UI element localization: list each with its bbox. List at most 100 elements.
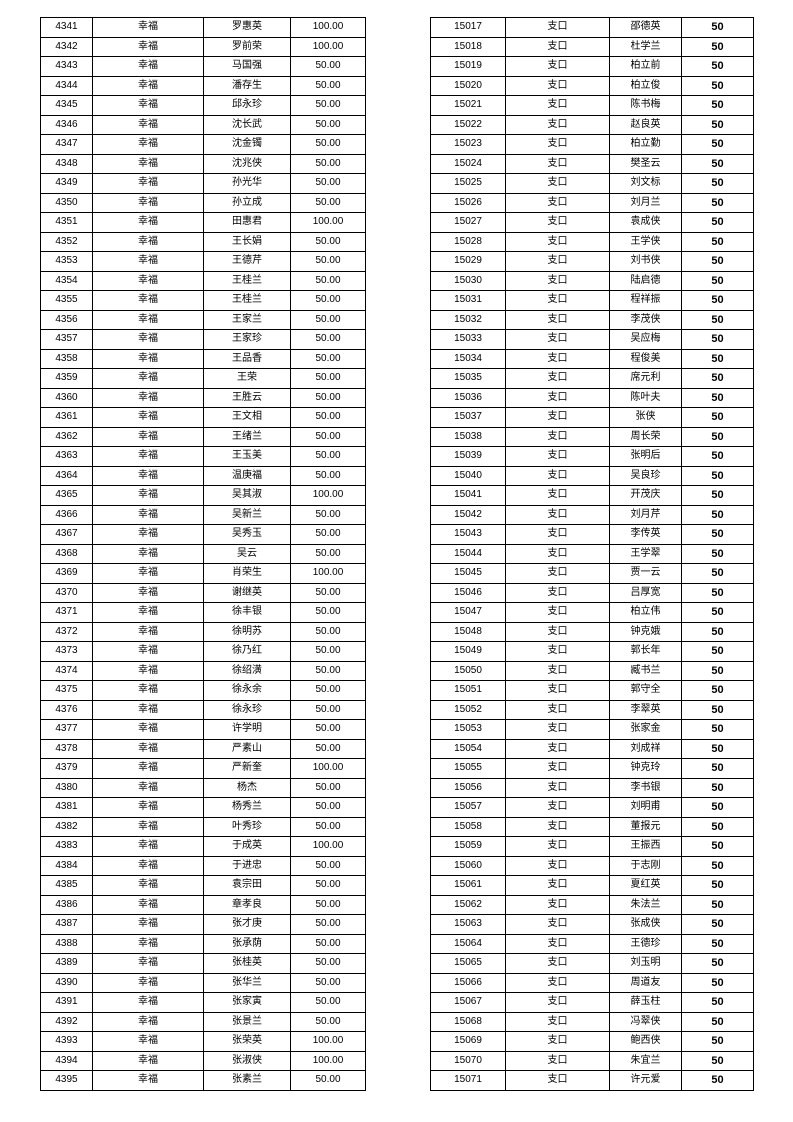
amount-cell: 50.00: [290, 465, 366, 486]
id-cell: 4378: [40, 738, 93, 759]
village-cell: 幸福: [92, 797, 204, 818]
id-cell: 4384: [40, 855, 93, 876]
name-cell: 刘文标: [609, 173, 682, 194]
amount-cell: 50: [681, 485, 754, 506]
village-cell: 幸福: [92, 543, 204, 564]
table-row: 4387 幸福 张才庚 50.00: [40, 914, 366, 935]
name-cell: 许元爱: [609, 1070, 682, 1091]
table-row: 15017 支口 邵德英 50: [430, 17, 754, 38]
amount-cell: 50.00: [290, 543, 366, 564]
id-cell: 15047: [430, 602, 506, 623]
name-cell: 邵德英: [609, 17, 682, 38]
name-cell: 杨秀兰: [203, 797, 291, 818]
table-row: 15056 支口 李书银 50: [430, 777, 754, 798]
name-cell: 吴应梅: [609, 329, 682, 350]
amount-cell: 50: [681, 56, 754, 77]
village-cell: 支口: [505, 251, 610, 272]
name-cell: 李茂侠: [609, 309, 682, 330]
village-cell: 支口: [505, 836, 610, 857]
table-row: 15071 支口 许元爱 50: [430, 1070, 754, 1091]
village-cell: 支口: [505, 485, 610, 506]
table-row: 15057 支口 刘明甫 50: [430, 797, 754, 818]
name-cell: 周长荣: [609, 426, 682, 447]
village-cell: 支口: [505, 914, 610, 935]
village-cell: 幸福: [92, 329, 204, 350]
table-row: 15045 支口 贾一云 50: [430, 563, 754, 584]
id-cell: 4381: [40, 797, 93, 818]
name-cell: 王品香: [203, 348, 291, 369]
name-cell: 刘明甫: [609, 797, 682, 818]
amount-cell: 50: [681, 426, 754, 447]
village-cell: 幸福: [92, 309, 204, 330]
amount-cell: 50: [681, 231, 754, 252]
id-cell: 4377: [40, 719, 93, 740]
table-row: 4388 幸福 张承荫 50.00: [40, 933, 366, 954]
amount-cell: 50: [681, 1070, 754, 1091]
name-cell: 王长娟: [203, 231, 291, 252]
village-cell: 幸福: [92, 621, 204, 642]
village-cell: 幸福: [92, 1070, 204, 1091]
table-row: 15059 支口 王振西 50: [430, 836, 754, 857]
name-cell: 王胜云: [203, 387, 291, 408]
name-cell: 薛玉柱: [609, 992, 682, 1013]
table-row: 15043 支口 李传英 50: [430, 524, 754, 545]
table-row: 15060 支口 于志刚 50: [430, 855, 754, 876]
table-row: 15053 支口 张家金 50: [430, 719, 754, 740]
left-subsidy-table: 4341 幸福 罗惠英 100.00 4342 幸福 罗前荣 100.00 4343 幸福 马国强 5…: [40, 17, 366, 1091]
id-cell: 15043: [430, 524, 506, 545]
amount-cell: 50.00: [290, 329, 366, 350]
village-cell: 支口: [505, 1070, 610, 1091]
name-cell: 张桂英: [203, 953, 291, 974]
amount-cell: 50: [681, 270, 754, 291]
amount-cell: 50: [681, 192, 754, 213]
amount-cell: 50.00: [290, 270, 366, 291]
id-cell: 4341: [40, 17, 93, 38]
table-row: 4393 幸福 张荣英 100.00: [40, 1031, 366, 1052]
table-row: 4377 幸福 许学明 50.00: [40, 719, 366, 740]
amount-cell: 100.00: [290, 1050, 366, 1071]
id-cell: 15070: [430, 1050, 506, 1071]
table-row: 15051 支口 郭守全 50: [430, 680, 754, 701]
village-cell: 支口: [505, 192, 610, 213]
table-row: 15031 支口 程祥振 50: [430, 290, 754, 311]
name-cell: 吴云: [203, 543, 291, 564]
table-row: 4367 幸福 吴秀玉 50.00: [40, 524, 366, 545]
id-cell: 4347: [40, 134, 93, 155]
name-cell: 刘月兰: [609, 192, 682, 213]
id-cell: 4346: [40, 114, 93, 135]
id-cell: 15048: [430, 621, 506, 642]
id-cell: 4349: [40, 173, 93, 194]
id-cell: 15055: [430, 758, 506, 779]
amount-cell: 50.00: [290, 173, 366, 194]
id-cell: 4352: [40, 231, 93, 252]
table-row: 4363 幸福 王玉美 50.00: [40, 446, 366, 467]
name-cell: 王振西: [609, 836, 682, 857]
table-row: 15040 支口 吴良珍 50: [430, 465, 754, 486]
table-row: 15069 支口 鲍西侠 50: [430, 1031, 754, 1052]
name-cell: 吕厚宽: [609, 582, 682, 603]
amount-cell: 50: [681, 387, 754, 408]
id-cell: 15065: [430, 953, 506, 974]
table-row: 4374 幸福 徐绍潢 50.00: [40, 660, 366, 681]
id-cell: 4344: [40, 75, 93, 96]
table-row: 4361 幸福 王文相 50.00: [40, 407, 366, 428]
village-cell: 支口: [505, 855, 610, 876]
name-cell: 王桂兰: [203, 290, 291, 311]
village-cell: 支口: [505, 465, 610, 486]
amount-cell: 50.00: [290, 855, 366, 876]
amount-cell: 50: [681, 173, 754, 194]
name-cell: 程俊美: [609, 348, 682, 369]
name-cell: 马国强: [203, 56, 291, 77]
name-cell: 张景兰: [203, 1011, 291, 1032]
village-cell: 幸福: [92, 485, 204, 506]
name-cell: 袁成侠: [609, 212, 682, 233]
village-cell: 幸福: [92, 114, 204, 135]
village-cell: 幸福: [92, 933, 204, 954]
name-cell: 王荣: [203, 368, 291, 389]
table-row: 15068 支口 冯翠侠 50: [430, 1011, 754, 1032]
amount-cell: 50: [681, 407, 754, 428]
name-cell: 郭长年: [609, 641, 682, 662]
amount-cell: 100.00: [290, 836, 366, 857]
name-cell: 开茂庆: [609, 485, 682, 506]
amount-cell: 50.00: [290, 602, 366, 623]
